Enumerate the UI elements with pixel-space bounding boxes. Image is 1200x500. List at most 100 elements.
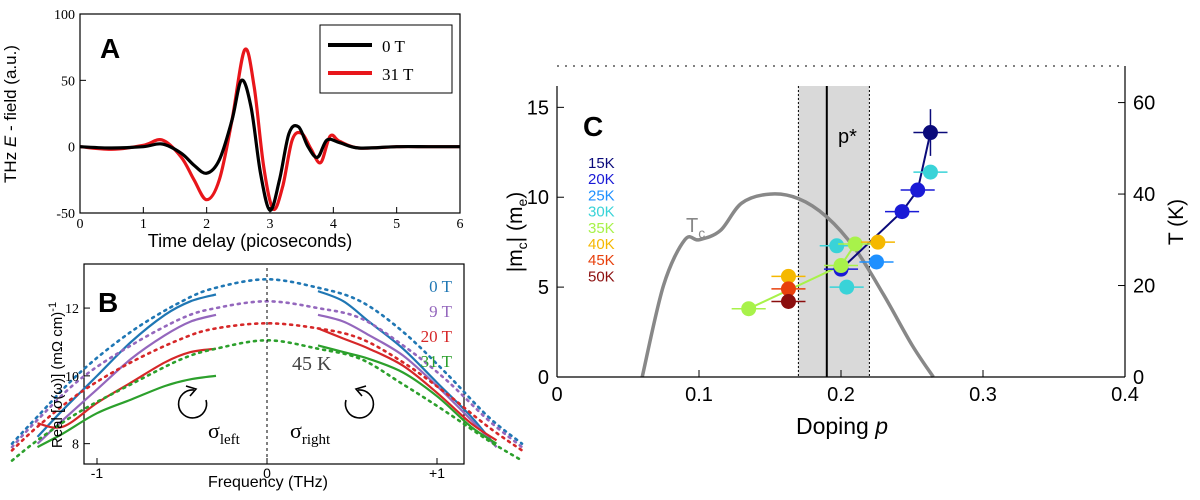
temp-legend-45K: 45K [588,252,615,269]
measured-left-20t [37,347,217,429]
legend-label-b-0t: 0 T [429,277,452,296]
data-point-35K [741,301,757,317]
panel-b-ylabel-main: Real [σ(ω)] (mΩ cm) [49,312,66,448]
measured-right-0t [317,290,498,448]
panel-c-ylabel-sub1: c [514,242,530,249]
x-tick-label: 0 [77,217,84,232]
x-tick-label: 0.3 [969,384,997,406]
data-point-30K [839,279,855,295]
panel-b-xlabel: Frequency (THz) [208,474,328,491]
x-tick-label: 5 [393,217,400,232]
tc-dome-curve [640,192,935,378]
data-point-35K [847,236,863,252]
x-tick-label: 4 [330,217,337,232]
panel-b-ylabel-sup: -1 [47,302,59,312]
x-tick-label: +1 [429,465,445,481]
panel-b-label: B [98,287,118,318]
panel-a-ylabel-suffix: - field (a.u.) [1,45,20,136]
sigma-left-label: σleft [208,418,241,448]
sigma-right-label: σright [290,418,331,448]
panel-c-ylabel-sub2: e [514,199,530,207]
y-right-tick-label: 20 [1133,276,1155,298]
x-tick-label: 0 [263,465,271,481]
data-point-40K [780,268,796,284]
legend-label-b-31t: 31 T [421,352,453,371]
x-tick-label: 0.1 [685,384,713,406]
pseudogap-band [798,86,870,377]
x-tick-label: 3 [267,217,274,232]
series-line-0t [79,78,460,212]
panel-c-ylabel-right: T (K) [1165,199,1188,245]
x-tick-label: 0.2 [827,384,855,406]
y-tick-label: 0 [538,367,549,389]
x-tick-label: 0 [551,384,562,406]
sigma-right-subscript: right [302,432,331,448]
x-tick-label: 6 [457,217,464,232]
temp-legend-30K: 30K [588,204,615,221]
temp-legend-15K: 15K [588,155,615,172]
data-point-50K [780,293,796,309]
temp-legend-40K: 40K [588,236,615,253]
sigma-right-symbol: σ [290,418,302,443]
y-tick-label: 10 [527,187,549,209]
measured-left-31t [36,374,217,449]
panel-b-temperature: 45 K [292,353,332,375]
panel-c-label: C [583,111,603,142]
measured-left-0t [36,293,217,438]
measured-right-20t [317,327,498,442]
legend-label-b-9t: 9 T [429,302,452,321]
sigma-left-symbol: σ [208,418,220,443]
y-tick-label: -50 [56,207,75,222]
panel-a-label: A [100,33,120,64]
data-point-15K [922,125,938,141]
data-point-20K [894,204,910,220]
panel-b-ylabel: Real [σ(ω)] (mΩ cm)-1 [47,302,66,448]
panel-b-frame [83,263,465,465]
fit-line-9t [10,299,524,449]
temp-legend-25K: 25K [588,187,615,204]
panel-c-xlabel-italic: p [874,413,888,439]
tc-label: Tc [686,215,705,241]
data-point-20K [910,182,926,198]
pstar-label: p* [838,126,857,148]
y-tick-label: 15 [527,97,549,119]
sigma-left-subscript: left [220,432,241,448]
y-right-tick-label: 0 [1133,367,1144,389]
panel-c-plot-area [640,109,948,378]
temp-legend-20K: 20K [588,171,615,188]
data-point-45K [780,281,796,297]
fit-line-0t [10,277,524,445]
data-point-30K [922,164,938,180]
panel-a-ylabel: THz E - field (a.u.) [1,45,20,183]
tc-label-sub: c [698,225,705,241]
x-tick-label: 0.4 [1111,384,1139,406]
x-tick-label: 1 [140,217,147,232]
measured-right-9t [317,313,498,448]
tc-label-main: T [686,215,698,237]
panel-c-ylabel-mid: | (m [504,207,527,243]
panel-a-ylabel-prefix: THz [1,147,20,183]
x-tick-label: -1 [91,465,104,481]
y-tick-label: 12 [65,302,79,317]
panel-c-xlabel-main: Doping [796,413,875,439]
legend-label-0t: 0 T [382,37,405,56]
x-tick-label: 2 [203,217,210,232]
measured-right-31t [317,344,498,445]
temp-legend-35K: 35K [588,220,615,237]
panel-c-ylabel-a: |m [504,249,527,272]
panel-c-xlabel: Doping p [796,413,888,439]
y-tick-label: 5 [538,277,549,299]
y-right-tick-label: 60 [1133,93,1155,115]
data-point-35K [833,258,849,274]
panel-c-band [797,86,870,377]
y-tick-label: 10 [65,370,79,385]
panel-c-ylabel-end: ) [504,192,527,199]
data-point-40K [870,234,886,250]
panel-b-ticks: -1 0 +1 8 10 12 [65,302,445,481]
y-tick-label: 100 [54,8,75,23]
